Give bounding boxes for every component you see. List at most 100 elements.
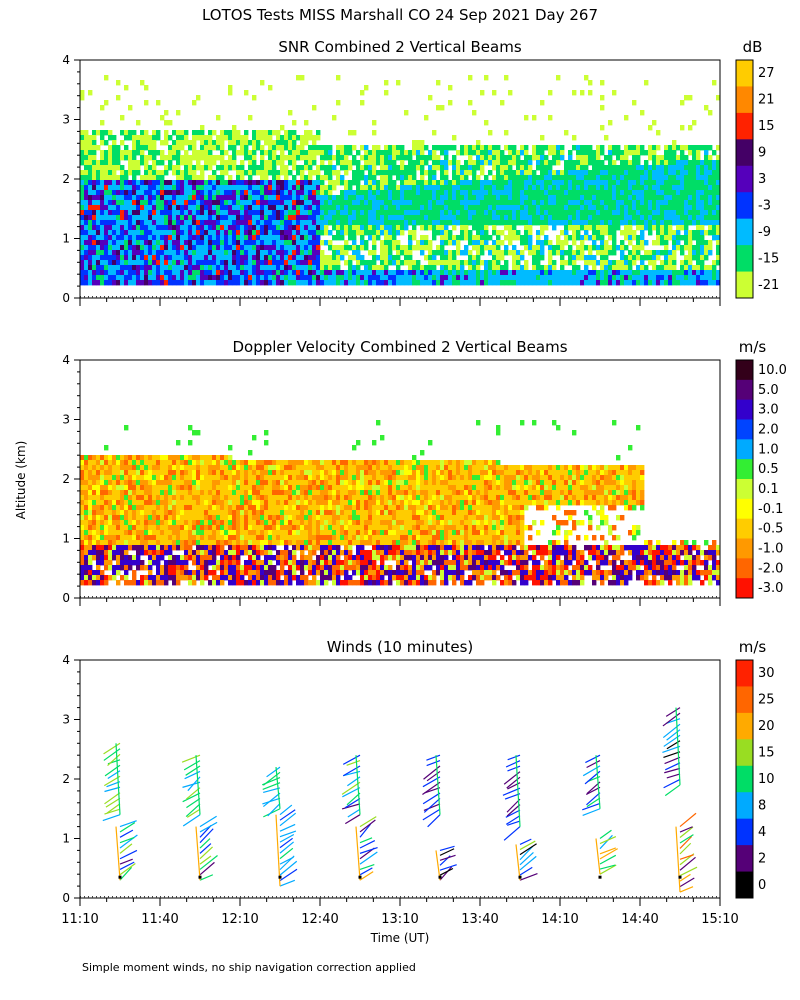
heatmap-cell [372, 250, 377, 256]
heatmap-cell [280, 235, 285, 241]
heatmap-cell [228, 90, 233, 96]
heatmap-cell [272, 225, 277, 231]
heatmap-cell [116, 465, 121, 471]
heatmap-cell [320, 255, 325, 261]
heatmap-cell [272, 205, 277, 211]
heatmap-cell [148, 200, 153, 206]
heatmap-cell [284, 275, 289, 281]
heatmap-cell [428, 225, 433, 231]
heatmap-cell [436, 280, 441, 286]
heatmap-cell [480, 190, 485, 196]
heatmap-cell [144, 575, 149, 581]
heatmap-cell [700, 195, 705, 201]
heatmap-cell [124, 500, 129, 506]
heatmap-cell [388, 150, 393, 156]
heatmap-cell [492, 90, 497, 96]
heatmap-cell [300, 175, 305, 181]
heatmap-cell [536, 235, 541, 241]
heatmap-cell [396, 270, 401, 276]
heatmap-cell [252, 185, 257, 191]
heatmap-cell [668, 260, 673, 266]
heatmap-cell [108, 205, 113, 211]
heatmap-cell [628, 195, 633, 201]
heatmap-cell [688, 215, 693, 221]
heatmap-cell [292, 235, 297, 241]
heatmap-cell [96, 200, 101, 206]
heatmap-cell [208, 155, 213, 161]
heatmap-cell [276, 240, 281, 246]
heatmap-cell [676, 210, 681, 216]
heatmap-cell [624, 200, 629, 206]
heatmap-cell [324, 240, 329, 246]
heatmap-cell [600, 200, 605, 206]
heatmap-cell [468, 190, 473, 196]
heatmap-cell [660, 225, 665, 231]
heatmap-cell [84, 195, 89, 201]
heatmap-cell [216, 220, 221, 226]
heatmap-cell [488, 170, 493, 176]
heatmap-cell [256, 260, 261, 266]
heatmap-cell [424, 215, 429, 221]
heatmap-cell [600, 165, 605, 171]
heatmap-cell [108, 480, 113, 486]
heatmap-cell [648, 145, 653, 151]
heatmap-cell [372, 195, 377, 201]
heatmap-cell [424, 280, 429, 286]
heatmap-cell [332, 210, 337, 216]
heatmap-cell [92, 555, 97, 561]
heatmap-cell [344, 245, 349, 251]
heatmap-cell [472, 215, 477, 221]
heatmap-cell [436, 210, 441, 216]
heatmap-cell [636, 265, 641, 271]
heatmap-cell [156, 525, 161, 531]
heatmap-cell [248, 160, 253, 166]
heatmap-cell [636, 235, 641, 241]
heatmap-cell [624, 205, 629, 211]
heatmap-cell [636, 225, 641, 231]
heatmap-cell [132, 215, 137, 221]
heatmap-cell [656, 145, 661, 151]
heatmap-cell [484, 145, 489, 151]
heatmap-cell [692, 200, 697, 206]
heatmap-cell [132, 490, 137, 496]
heatmap-cell [664, 280, 669, 286]
heatmap-cell [488, 180, 493, 186]
heatmap-cell [496, 220, 501, 226]
heatmap-cell [144, 160, 149, 166]
heatmap-cell [624, 275, 629, 281]
heatmap-cell [80, 505, 85, 511]
heatmap-cell [580, 165, 585, 171]
heatmap-cell [108, 465, 113, 471]
heatmap-cell [176, 150, 181, 156]
heatmap-cell [188, 245, 193, 251]
heatmap-cell [608, 205, 613, 211]
heatmap-cell [112, 230, 117, 236]
heatmap-cell [656, 235, 661, 241]
heatmap-cell [380, 170, 385, 176]
heatmap-cell [436, 205, 441, 211]
heatmap-cell [188, 155, 193, 161]
heatmap-cell [136, 510, 141, 516]
heatmap-cell [524, 245, 529, 251]
heatmap-cell [412, 180, 417, 186]
heatmap-cell [700, 245, 705, 251]
heatmap-cell [100, 530, 105, 536]
heatmap-cell [524, 235, 529, 241]
heatmap-cell [616, 165, 621, 171]
heatmap-cell [276, 140, 281, 146]
heatmap-cell [252, 190, 257, 196]
heatmap-cell [316, 170, 321, 176]
heatmap-cell [420, 155, 425, 161]
heatmap-cell [628, 145, 633, 151]
heatmap-cell [468, 205, 473, 211]
heatmap-cell [392, 260, 397, 266]
heatmap-cell [84, 500, 89, 506]
heatmap-cell [192, 205, 197, 211]
heatmap-cell [532, 245, 537, 251]
heatmap-cell [712, 265, 717, 271]
heatmap-cell [492, 175, 497, 181]
heatmap-cell [364, 175, 369, 181]
heatmap-cell [376, 160, 381, 166]
heatmap-cell [252, 135, 257, 141]
heatmap-cell [560, 205, 565, 211]
